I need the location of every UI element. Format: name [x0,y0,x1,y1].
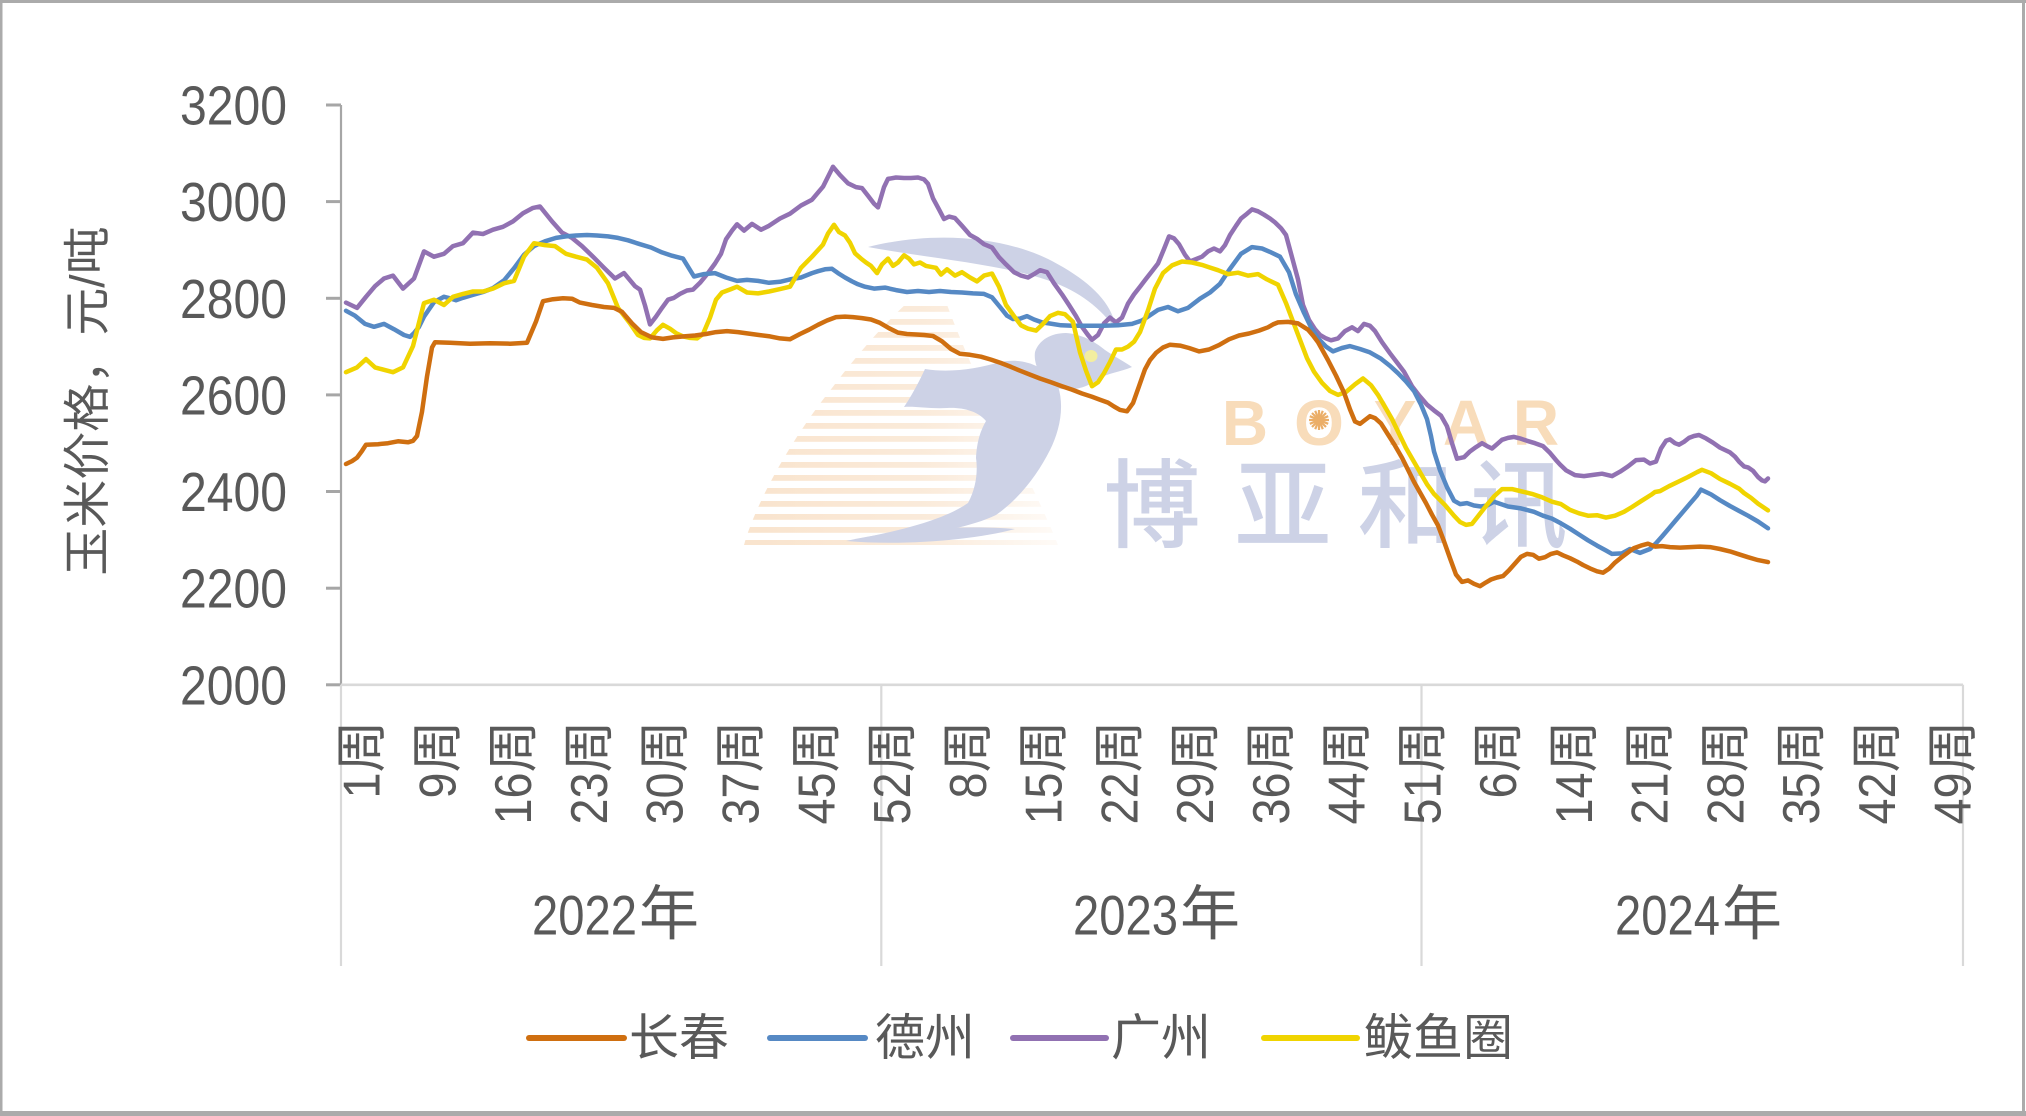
svg-text:45: 45 [788,773,846,825]
svg-text:/: / [62,274,115,288]
svg-text:1: 1 [334,773,392,799]
svg-text:22: 22 [1091,773,1149,825]
svg-text:6: 6 [1470,773,1528,799]
svg-text:8: 8 [940,773,998,799]
svg-text:37: 37 [713,773,771,825]
svg-text:23: 23 [561,773,619,825]
svg-text:9: 9 [410,773,468,799]
svg-text:42: 42 [1849,773,1907,825]
svg-text:14: 14 [1546,773,1604,825]
svg-text:44: 44 [1319,773,1377,825]
svg-text:29: 29 [1167,773,1225,825]
svg-text:49: 49 [1925,773,1983,825]
svg-text:2000: 2000 [180,654,287,716]
svg-text:30: 30 [637,773,695,825]
svg-text:2023: 2023 [1073,884,1178,947]
svg-text:3200: 3200 [180,75,287,137]
svg-text:3000: 3000 [180,171,287,233]
svg-text:28: 28 [1697,773,1755,825]
svg-text:B: B [1222,387,1268,459]
svg-text:2800: 2800 [180,268,287,330]
svg-text:52: 52 [864,773,922,825]
svg-text:36: 36 [1243,773,1301,825]
svg-text:2400: 2400 [180,461,287,523]
svg-text:2200: 2200 [180,558,287,620]
svg-text:21: 21 [1622,773,1680,825]
svg-text:16: 16 [485,773,543,825]
svg-text:51: 51 [1394,773,1452,825]
svg-text:35: 35 [1773,773,1831,825]
svg-text:A: A [1443,387,1489,459]
svg-text:15: 15 [1016,773,1074,825]
svg-text:R: R [1513,387,1559,459]
svg-text:2024: 2024 [1615,884,1720,947]
svg-text:2600: 2600 [180,364,287,426]
svg-text:2022: 2022 [532,884,637,947]
